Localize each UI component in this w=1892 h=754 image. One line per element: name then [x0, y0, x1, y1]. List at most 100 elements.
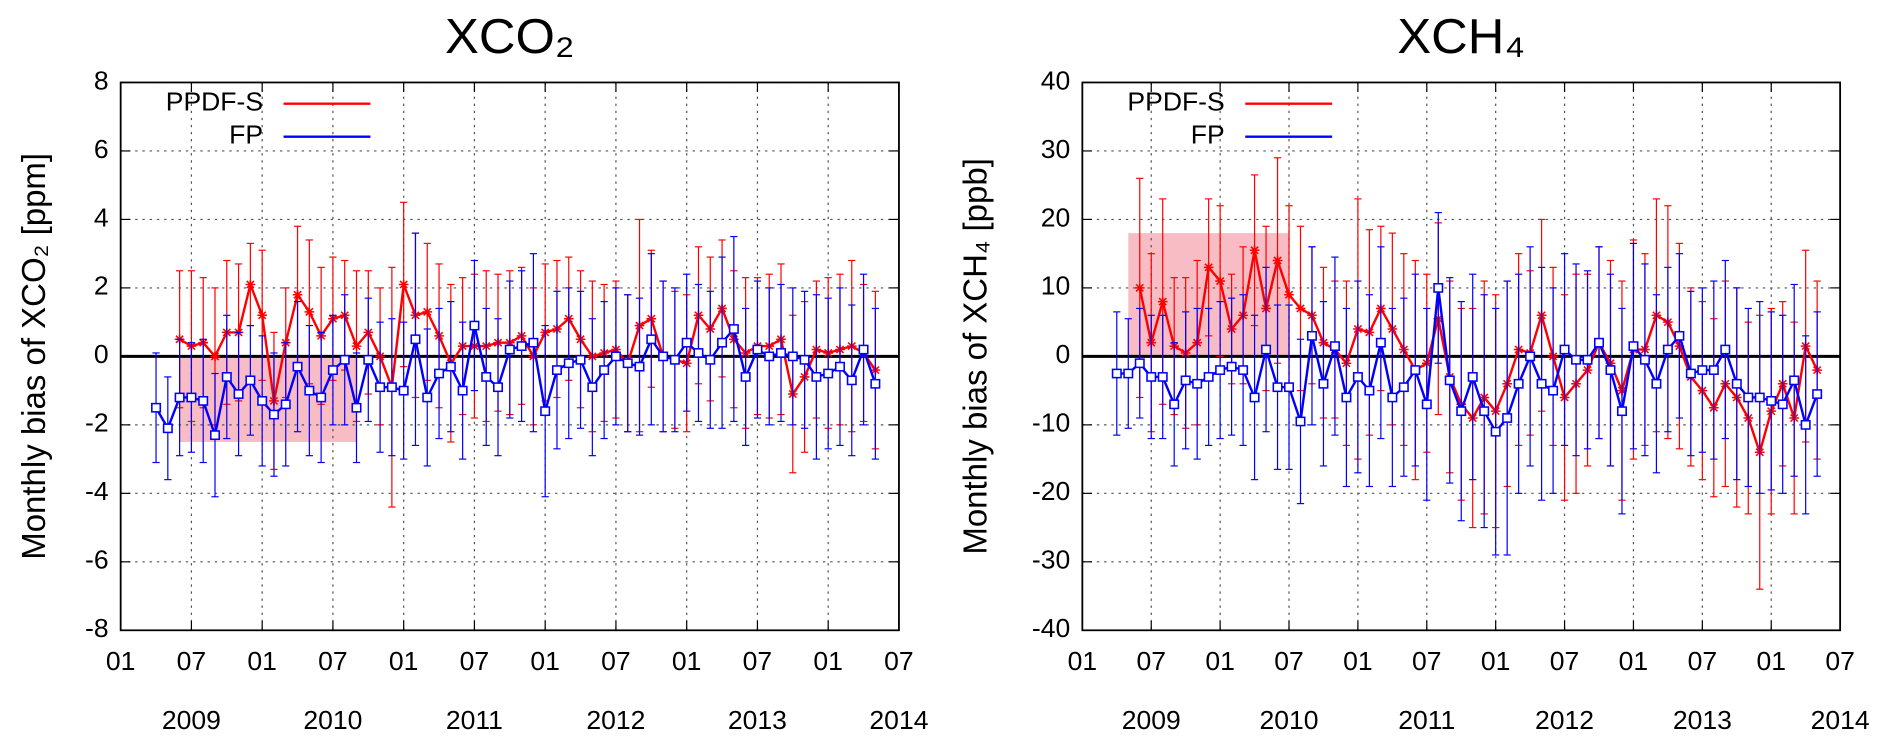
marker: [162, 423, 173, 434]
x-tick-label: 01: [389, 646, 419, 676]
marker: [1157, 372, 1168, 382]
marker: [1548, 385, 1559, 396]
marker: [1157, 296, 1168, 307]
year-label: 2013: [728, 705, 787, 735]
marker: [728, 324, 739, 334]
marker: [858, 344, 869, 355]
year-label: 2009: [162, 705, 221, 735]
marker: [846, 375, 857, 386]
y-tick-label: 40: [1041, 66, 1071, 96]
marker: [434, 368, 445, 379]
y-tick-label: -4: [85, 476, 109, 506]
marker: [339, 354, 350, 365]
shaded-region: [179, 356, 357, 442]
marker: [1662, 344, 1673, 355]
marker: [1364, 385, 1375, 396]
marker: [386, 382, 397, 393]
x-tick-label: 07: [460, 646, 490, 676]
x-tick-label: 07: [1688, 646, 1718, 676]
marker: [1226, 361, 1237, 372]
x-tick-label: 07: [1825, 646, 1855, 676]
marker: [1743, 392, 1754, 403]
marker: [1467, 372, 1478, 382]
y-tick-label: 0: [94, 340, 109, 370]
marker: [1651, 378, 1662, 389]
x-tick-label: 07: [318, 646, 348, 676]
marker: [1789, 375, 1800, 386]
y-tick-label: -20: [1032, 476, 1070, 506]
marker: [1192, 378, 1203, 389]
y-tick-label: 4: [94, 203, 109, 233]
marker: [776, 348, 787, 358]
y-tick-label: 2: [94, 271, 109, 301]
x-tick-label: 07: [743, 646, 773, 676]
x-tick-label: 01: [1481, 646, 1511, 676]
marker: [646, 334, 657, 345]
chart-panel: -8 -6 -4 -2 0 2 4 6 8 01 07 01 07 01 07 01 07 01 07 01 07 200…: [16, 9, 929, 735]
marker: [363, 354, 374, 365]
marker: [1559, 344, 1570, 355]
marker: [151, 402, 162, 413]
marker: [351, 402, 362, 413]
marker: [1295, 303, 1306, 314]
marker: [1502, 413, 1513, 423]
marker: [351, 341, 362, 351]
y-tick-label: -2: [85, 408, 109, 438]
marker: [1111, 368, 1122, 379]
legend-label: FP: [229, 120, 263, 150]
marker: [1777, 399, 1788, 410]
marker: [1594, 337, 1605, 348]
marker: [1261, 344, 1272, 355]
x-tick-label: 07: [1550, 646, 1580, 676]
marker: [1180, 375, 1191, 386]
marker: [1146, 372, 1157, 382]
y-axis-label: Monthly bias of XCH₄ [ppb]: [957, 158, 994, 555]
y-tick-label: -8: [85, 613, 109, 643]
year-label: 2012: [1535, 705, 1594, 735]
marker: [587, 382, 598, 393]
marker: [1731, 378, 1742, 389]
marker: [1479, 406, 1490, 417]
marker: [1410, 365, 1421, 375]
marker: [1490, 426, 1501, 437]
marker: [834, 361, 845, 372]
marker: [1375, 337, 1386, 348]
marker: [1203, 372, 1214, 382]
marker: [1444, 375, 1455, 386]
marker: [540, 406, 551, 417]
marker: [740, 372, 751, 382]
x-tick-label: 01: [1343, 646, 1373, 676]
marker: [1685, 368, 1696, 379]
x-tick-label: 07: [1412, 646, 1442, 676]
marker: [1134, 283, 1145, 293]
marker: [575, 354, 586, 365]
marker: [1398, 382, 1409, 393]
marker: [705, 354, 716, 365]
x-tick-label: 01: [1619, 646, 1649, 676]
x-tick-label: 07: [177, 646, 207, 676]
marker: [457, 385, 468, 396]
marker: [1525, 351, 1536, 362]
marker: [1134, 358, 1145, 369]
y-tick-label: -10: [1032, 408, 1070, 438]
marker: [1295, 416, 1306, 427]
marker: [799, 354, 810, 365]
marker: [563, 358, 574, 369]
marker: [551, 365, 562, 375]
marker: [481, 372, 492, 382]
marker: [693, 348, 704, 358]
marker: [198, 396, 209, 406]
x-tick-label: 01: [1756, 646, 1786, 676]
marker: [422, 392, 433, 403]
year-label: 2009: [1122, 705, 1181, 735]
legend-label: FP: [1191, 120, 1225, 150]
marker: [1387, 392, 1398, 403]
marker: [445, 361, 456, 372]
y-tick-label: 8: [94, 66, 109, 96]
marker: [1708, 365, 1719, 375]
marker: [1306, 330, 1317, 341]
marker: [316, 392, 327, 403]
plot-frame: [119, 81, 900, 632]
marker: [752, 344, 763, 355]
